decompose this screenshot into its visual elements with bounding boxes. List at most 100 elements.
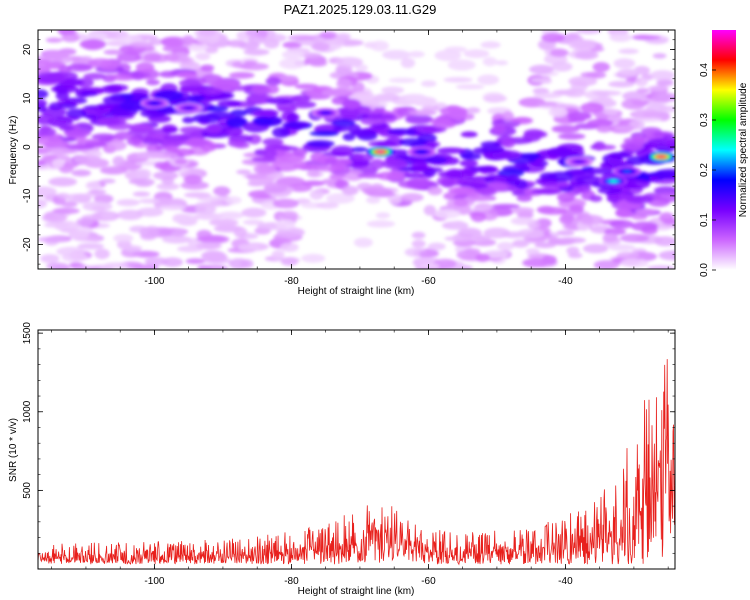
- heatmap-cell: [373, 93, 400, 102]
- heatmap-cell: [324, 157, 338, 165]
- heatmap-cell: [523, 129, 545, 138]
- heatmap-cell: [443, 77, 473, 83]
- heatmap-cell: [91, 133, 117, 140]
- y-tick-label: 10: [22, 92, 33, 104]
- heatmap-cell: [63, 128, 91, 138]
- heatmap-cell: [616, 251, 640, 260]
- heatmap-cell: [536, 101, 558, 107]
- heatmap-peak: [623, 170, 631, 173]
- heatmap-cell: [409, 109, 437, 116]
- heatmap-cell: [400, 193, 424, 202]
- heatmap-y-axis-label: Frequency (Hz): [8, 116, 19, 185]
- heatmap-cell: [113, 234, 134, 243]
- heatmap-cell: [351, 91, 375, 102]
- heatmap-cell: [635, 77, 648, 87]
- heatmap-cell: [613, 58, 636, 69]
- heatmap-cell: [280, 242, 299, 252]
- heatmap-cell: [201, 264, 229, 269]
- heatmap-cell: [614, 125, 635, 132]
- heatmap-cell: [626, 156, 646, 166]
- heatmap-cell: [635, 208, 656, 215]
- heatmap-cell: [569, 204, 584, 212]
- heatmap-cell: [262, 138, 284, 146]
- heatmap-cell: [483, 250, 510, 259]
- heatmap-cell: [450, 220, 467, 230]
- heatmap-cell: [253, 163, 276, 175]
- heatmap-cell: [633, 35, 661, 40]
- heatmap-cell: [342, 133, 356, 141]
- heatmap-cell: [334, 107, 360, 116]
- heatmap-cell: [138, 198, 160, 204]
- x-tick-label: -80: [284, 576, 299, 587]
- heatmap-cell: [530, 77, 551, 83]
- heatmap-cell: [404, 94, 426, 103]
- heatmap-cell: [71, 169, 92, 177]
- heatmap-cell: [582, 243, 609, 254]
- snr-series-line: [38, 359, 675, 566]
- heatmap-cell: [127, 128, 157, 136]
- heatmap-cell: [408, 51, 425, 58]
- heatmap-peak: [417, 150, 426, 154]
- heatmap-cell: [568, 76, 598, 87]
- heatmap-cell: [617, 68, 638, 76]
- heatmap-cell: [421, 105, 440, 111]
- heatmap-cell: [142, 138, 164, 145]
- heatmap-cell: [453, 198, 469, 207]
- heatmap-cell: [154, 161, 170, 170]
- heatmap-cell: [460, 153, 482, 161]
- heatmap-cell: [136, 207, 164, 217]
- heatmap-cell: [101, 211, 115, 220]
- heatmap-cell: [51, 158, 65, 169]
- heatmap-cell: [477, 74, 500, 85]
- heatmap-cell: [241, 207, 267, 218]
- heatmap-cell: [602, 233, 618, 243]
- colorbar-tick-label: 0.4: [699, 63, 710, 77]
- heatmap-cell: [68, 230, 90, 240]
- heatmap-cell: [420, 263, 440, 269]
- heatmap-cell: [183, 192, 212, 198]
- heatmap-cell: [594, 144, 617, 150]
- heatmap-cell: [491, 150, 522, 160]
- heatmap-cell: [630, 221, 659, 232]
- heatmap-cell: [609, 33, 632, 42]
- heatmap-cell: [38, 72, 64, 83]
- heatmap-cell: [440, 178, 455, 188]
- heatmap-cell: [493, 176, 507, 183]
- heatmap-cell: [463, 49, 490, 59]
- heatmap-cell: [41, 106, 67, 118]
- heatmap-cell: [217, 100, 242, 107]
- heatmap-cell: [228, 258, 249, 269]
- heatmap-cell: [511, 207, 535, 215]
- heatmap-cell: [509, 117, 532, 124]
- heatmap-cell: [480, 41, 501, 49]
- heatmap-cell: [38, 135, 63, 146]
- heatmap-cell: [48, 102, 63, 111]
- heatmap-cell: [146, 143, 162, 154]
- heatmap-cell: [309, 189, 324, 200]
- heatmap-cell: [165, 145, 179, 153]
- heatmap-peak: [184, 106, 193, 110]
- heatmap-cell: [381, 86, 405, 94]
- heatmap-cell: [178, 79, 201, 88]
- heatmap-cell: [225, 196, 242, 205]
- heatmap-cell: [368, 140, 398, 147]
- heatmap-cell: [411, 231, 426, 239]
- heatmap-cell: [343, 98, 361, 110]
- heatmap-cell: [382, 49, 411, 60]
- x-tick-label: -80: [284, 276, 299, 287]
- heatmap-cell: [484, 94, 508, 103]
- heatmap-peak: [321, 111, 330, 115]
- heatmap-cell: [205, 105, 229, 112]
- heatmap-cell: [529, 64, 554, 74]
- heatmap-cell: [321, 151, 350, 157]
- heatmap-cell: [425, 141, 441, 148]
- heatmap-cell: [80, 90, 98, 97]
- heatmap-cell: [251, 84, 269, 95]
- heatmap-cell: [620, 258, 649, 268]
- heatmap-cell: [419, 250, 440, 258]
- heatmap-cell: [563, 88, 586, 98]
- heatmap-cell: [280, 257, 298, 266]
- colorbar-tick-label: 0.2: [699, 163, 710, 177]
